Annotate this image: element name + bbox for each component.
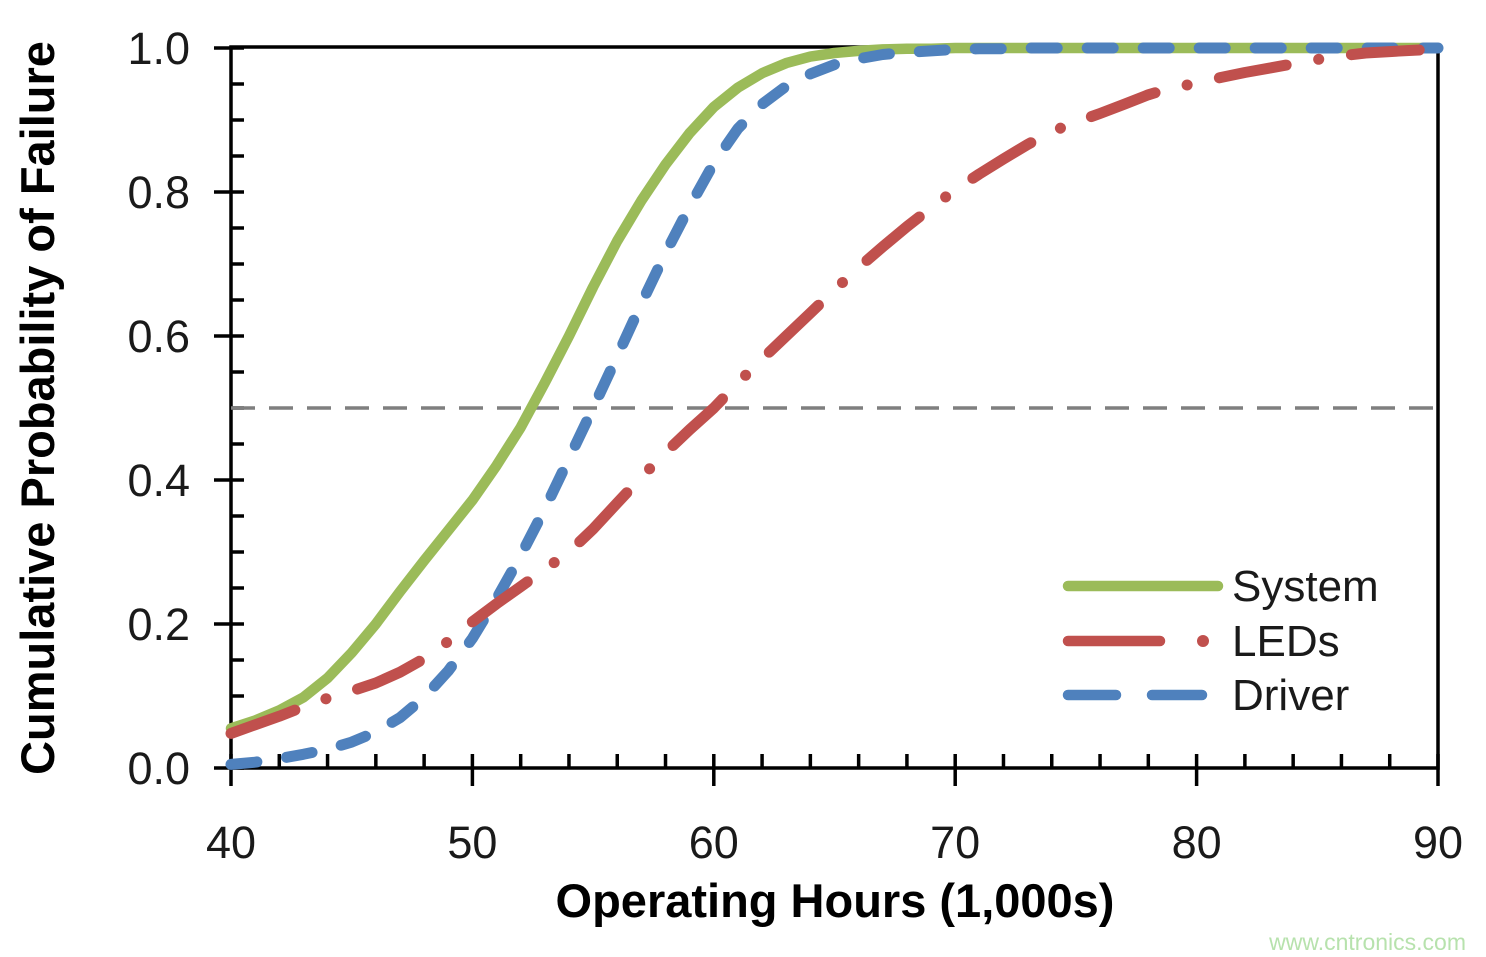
y-tick-label: 0.4 — [127, 455, 190, 506]
legend-label-system: System — [1232, 562, 1379, 611]
x-axis-title: Operating Hours (1,000s) — [556, 874, 1115, 927]
y-axis-title: Cumulative Probability of Failure — [11, 41, 64, 775]
series-line-system — [225, 42, 1444, 734]
legend-swatch-leds-dot — [1197, 635, 1209, 647]
x-tick-label: 60 — [689, 817, 739, 868]
y-tick-label: 1.0 — [127, 23, 190, 74]
x-tick-label: 90 — [1413, 817, 1463, 868]
series-line-leds — [225, 43, 1444, 739]
y-tick-label: 0.6 — [127, 311, 190, 362]
x-tick-label: 50 — [447, 817, 497, 868]
y-tick-label: 0.0 — [127, 743, 190, 794]
series-line-driver — [225, 42, 1444, 770]
legend-label-driver: Driver — [1232, 671, 1349, 720]
legend-label-leds: LEDs — [1232, 617, 1340, 666]
legend: System LEDs Driver — [1062, 562, 1379, 720]
y-tick-label: 0.2 — [127, 599, 190, 650]
y-tick-label: 0.8 — [127, 167, 190, 218]
x-tick-label: 80 — [1172, 817, 1222, 868]
x-tick-label: 40 — [206, 817, 256, 868]
axis-ticks — [214, 46, 1440, 786]
axis-tick-labels: 40 50 60 70 80 90 0.0 0.2 0.4 0.6 0.8 1.0 — [127, 23, 1463, 868]
series-curves — [225, 42, 1444, 770]
x-tick-label: 70 — [930, 817, 980, 868]
watermark: www.cntronics.com — [1268, 929, 1466, 955]
